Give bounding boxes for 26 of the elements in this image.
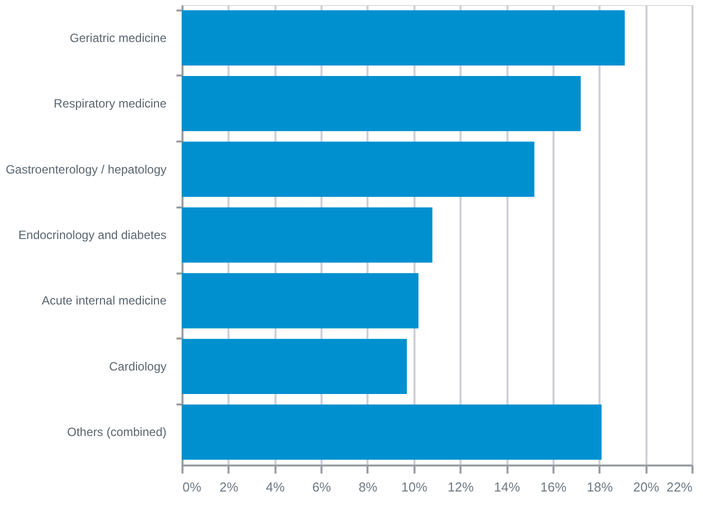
x-tick-label: 14%	[494, 480, 520, 494]
y-tick-label: Acute internal medicine	[42, 294, 167, 308]
x-tick-label: 12%	[448, 480, 474, 494]
y-tick-label: Endocrinology and diabetes	[18, 228, 166, 242]
bar	[182, 273, 418, 328]
x-tick-label: 10%	[401, 480, 428, 494]
bar	[182, 76, 581, 132]
bar	[182, 10, 625, 66]
bar	[182, 142, 534, 197]
y-tick-label: Cardiology	[109, 359, 166, 374]
y-tick-label: Respiratory medicine	[54, 96, 167, 111]
bar	[182, 207, 432, 263]
x-tick-label: 0%	[182, 480, 202, 494]
x-tick-label: 2%	[219, 480, 239, 494]
y-tick-label: Gastroenterology / hepatology	[6, 162, 166, 176]
x-tick-label: 4%	[266, 480, 286, 494]
x-tick-label: 22%	[666, 480, 693, 494]
x-tick-label: 8%	[358, 480, 378, 494]
x-tick-label: 20%	[633, 480, 660, 494]
x-tick-label: 16%	[540, 480, 567, 494]
bar	[182, 404, 602, 460]
y-tick-label: Others (combined)	[67, 425, 166, 440]
x-tick-label: 18%	[586, 480, 614, 494]
x-tick-label: 6%	[312, 480, 332, 494]
y-tick-label: Geriatric medicine	[70, 30, 167, 45]
bar	[182, 338, 407, 394]
